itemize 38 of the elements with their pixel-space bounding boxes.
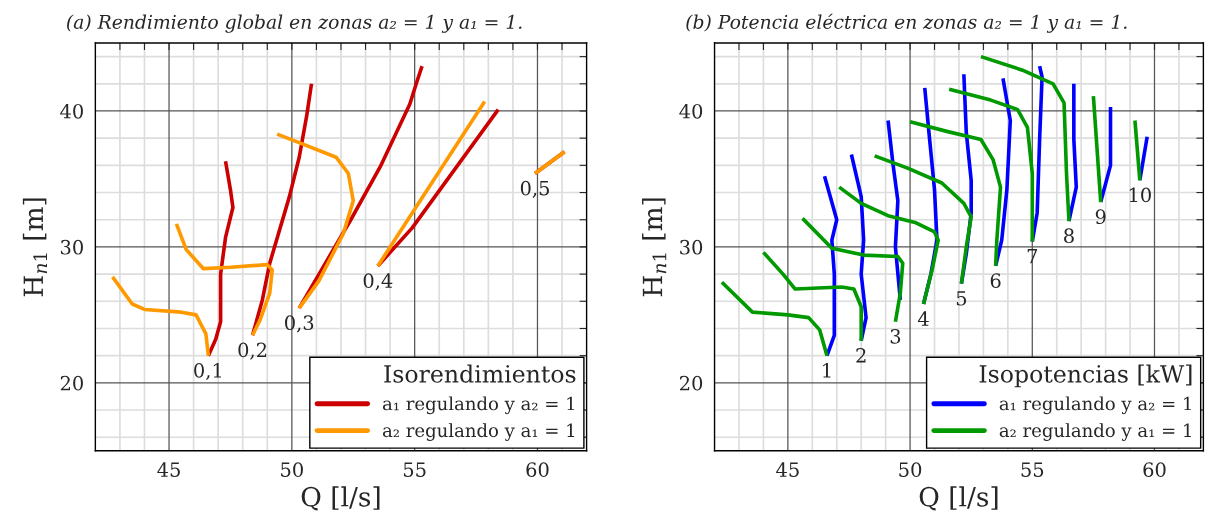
annotation: 2 (856, 348, 866, 363)
y-tick-label: 30 (60, 239, 83, 255)
y-axis-title: H$_{n1}$ [m] (22, 198, 47, 297)
x-axis-title: Q [l/s] (919, 486, 998, 511)
annotation: 10 (1129, 187, 1151, 203)
annotation: 9 (1095, 209, 1106, 225)
legend-label: a₂ regulando y a₁ = 1 (382, 423, 575, 441)
x-tick-label: 45 (157, 462, 180, 477)
x-tick-label: 45 (776, 462, 799, 477)
annotation: 1 (823, 362, 831, 378)
y-axis-title: H$_{n1}$ [m] (642, 198, 667, 297)
legend-label: a₂ regulando y a₁ = 1 (999, 423, 1191, 441)
chart-title: (a) Rendimiento global en zonas a₂ = 1 y a₁ = 1. (67, 14, 522, 33)
y-tick-label: 20 (680, 375, 703, 391)
chart-title: (b) Potencia eléctrica en zonas a₂ = 1 y a₁ = 1. (686, 13, 1127, 33)
y-tick-label: 20 (60, 375, 83, 391)
x-tick-label: 50 (281, 462, 303, 477)
x-tick-label: 55 (1021, 462, 1044, 477)
legend-title: Isopotencias [kW] (979, 364, 1192, 388)
x-tick-label: 60 (526, 462, 549, 477)
annotation: 0,1 (194, 362, 222, 381)
annotation: 6 (990, 273, 1001, 288)
annotation: 4 (917, 311, 929, 326)
annotation: 3 (890, 328, 901, 344)
x-tick-label: 50 (899, 462, 922, 477)
annotation: 0,4 (363, 273, 393, 291)
annotation: 5 (956, 291, 967, 306)
legend-label: a₁ regulando y a₂ = 1 (382, 396, 575, 415)
annotation: 8 (1064, 228, 1074, 244)
legend-label: a₁ regulando y a₂ = 1 (999, 396, 1191, 415)
y-tick-label: 30 (680, 239, 703, 255)
legend-title: Isorendimientos (384, 364, 576, 383)
annotation: 0,2 (238, 342, 267, 360)
x-tick-label: 60 (1143, 462, 1166, 477)
y-tick-label: 40 (60, 103, 83, 119)
x-axis-title: Q [l/s] (301, 486, 380, 511)
y-tick-label: 40 (679, 103, 703, 119)
x-tick-label: 55 (403, 462, 426, 477)
